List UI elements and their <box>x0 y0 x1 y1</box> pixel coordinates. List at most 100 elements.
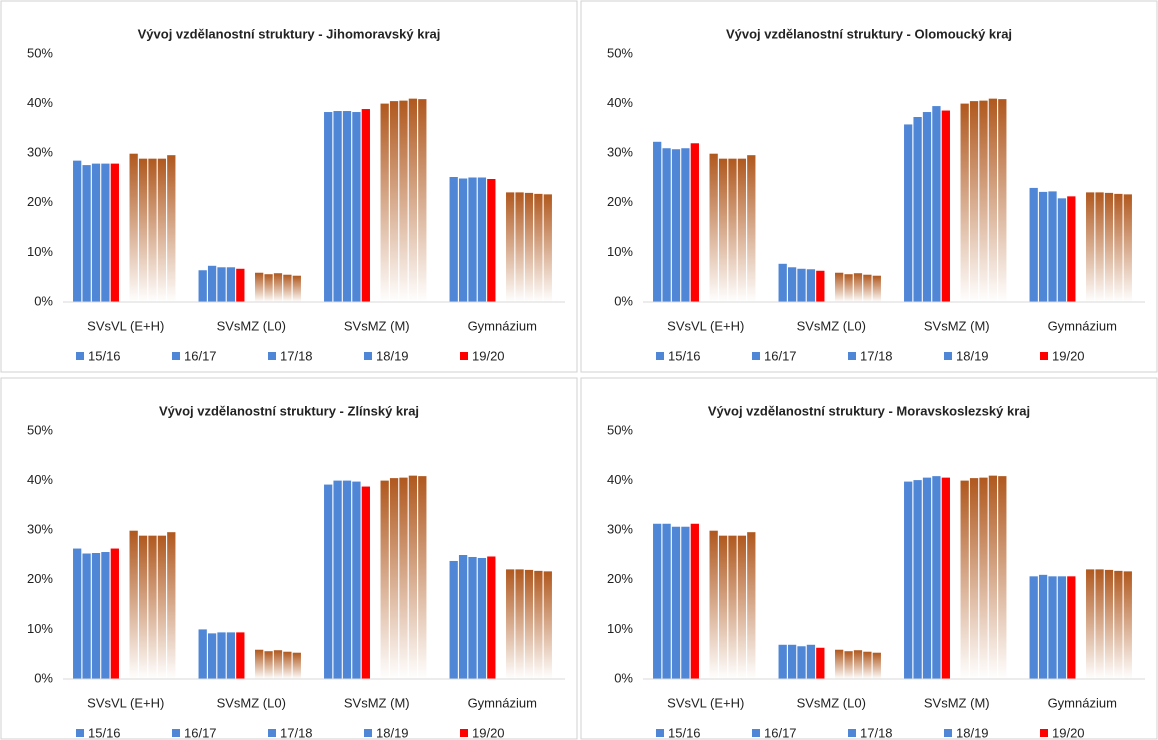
bar <box>1067 576 1076 679</box>
bar <box>1048 191 1057 302</box>
bar <box>988 475 998 679</box>
bar <box>217 632 226 679</box>
x-tick-label: Gymnázium <box>468 695 537 710</box>
bar <box>477 557 487 679</box>
bar <box>543 571 552 679</box>
bar <box>198 629 207 679</box>
bar <box>524 192 534 302</box>
legend-label: 19/20 <box>472 725 505 740</box>
bar <box>468 177 477 302</box>
bar <box>690 143 699 302</box>
legend-label: 18/19 <box>376 348 409 363</box>
bar <box>264 274 273 302</box>
y-tick-label: 20% <box>607 571 633 586</box>
bar <box>255 272 264 302</box>
bar <box>506 569 515 679</box>
bar <box>709 530 718 679</box>
bar <box>449 560 458 679</box>
legend-swatch <box>76 352 84 360</box>
legend-swatch <box>172 352 180 360</box>
legend-swatch <box>268 729 276 737</box>
bar <box>342 480 352 679</box>
x-tick-label: SVsVL (E+H) <box>87 695 164 710</box>
bar <box>737 535 747 679</box>
bar <box>361 109 370 302</box>
bar <box>73 548 82 679</box>
bar <box>853 273 863 302</box>
y-tick-label: 30% <box>27 145 53 160</box>
bar <box>747 532 756 679</box>
bar <box>1038 574 1048 679</box>
bar <box>728 535 737 679</box>
legend-swatch <box>848 352 856 360</box>
bar <box>941 477 950 679</box>
bar <box>82 165 91 302</box>
bar <box>787 267 797 302</box>
bar <box>207 633 217 679</box>
bar <box>681 526 690 679</box>
bar <box>662 523 671 679</box>
y-tick-label: 20% <box>27 571 53 586</box>
bar <box>292 652 301 679</box>
y-tick-label: 10% <box>27 244 53 259</box>
y-tick-label: 0% <box>34 293 53 308</box>
bar <box>1114 193 1123 302</box>
bar <box>1029 187 1038 302</box>
bar <box>835 649 844 679</box>
y-tick-label: 50% <box>607 45 633 60</box>
bar <box>913 116 922 302</box>
bar <box>1038 191 1048 302</box>
bar <box>129 153 138 302</box>
bar <box>110 163 119 302</box>
x-tick-label: SVsMZ (L0) <box>217 695 286 710</box>
bar <box>468 556 477 679</box>
y-tick-label: 30% <box>607 522 633 537</box>
legend-label: 18/19 <box>956 725 989 740</box>
bar <box>1095 192 1104 302</box>
legend-label: 15/16 <box>668 348 701 363</box>
y-tick-label: 30% <box>607 145 633 160</box>
bar <box>138 535 148 679</box>
bar <box>718 535 728 679</box>
bar <box>207 265 217 302</box>
legend-swatch <box>1040 352 1048 360</box>
bar <box>477 177 487 302</box>
legend-label: 19/20 <box>472 348 505 363</box>
y-tick-label: 0% <box>614 293 633 308</box>
y-tick-label: 30% <box>27 522 53 537</box>
chart-title: Vývoj vzdělanostní struktury - Olomoucký… <box>726 26 1012 41</box>
bar <box>922 112 932 302</box>
bar <box>333 111 342 302</box>
bar <box>1057 576 1067 679</box>
bar <box>998 99 1007 302</box>
legend-label: 17/18 <box>280 348 313 363</box>
y-tick-label: 0% <box>614 670 633 685</box>
legend-label: 17/18 <box>860 348 893 363</box>
legend-label: 16/17 <box>764 348 797 363</box>
bar <box>844 274 853 302</box>
bar <box>806 644 816 679</box>
legend-label: 17/18 <box>860 725 893 740</box>
y-tick-label: 40% <box>27 472 53 487</box>
bar <box>806 269 816 302</box>
bar <box>458 178 468 302</box>
bar <box>1057 198 1067 302</box>
bar <box>226 632 236 679</box>
bar <box>979 100 988 303</box>
legend-swatch <box>656 352 664 360</box>
bar <box>816 647 825 679</box>
bar <box>408 475 418 679</box>
y-tick-label: 20% <box>607 194 633 209</box>
bar <box>380 103 389 302</box>
bar <box>82 553 91 679</box>
y-tick-label: 40% <box>607 472 633 487</box>
bar <box>129 530 138 679</box>
legend-swatch <box>656 729 664 737</box>
bar <box>408 98 418 302</box>
legend-swatch <box>752 352 760 360</box>
bar <box>1086 192 1095 302</box>
legend-swatch <box>76 729 84 737</box>
chart-title: Vývoj vzdělanostní struktury - Jihomorav… <box>138 26 441 41</box>
bar <box>863 274 872 302</box>
